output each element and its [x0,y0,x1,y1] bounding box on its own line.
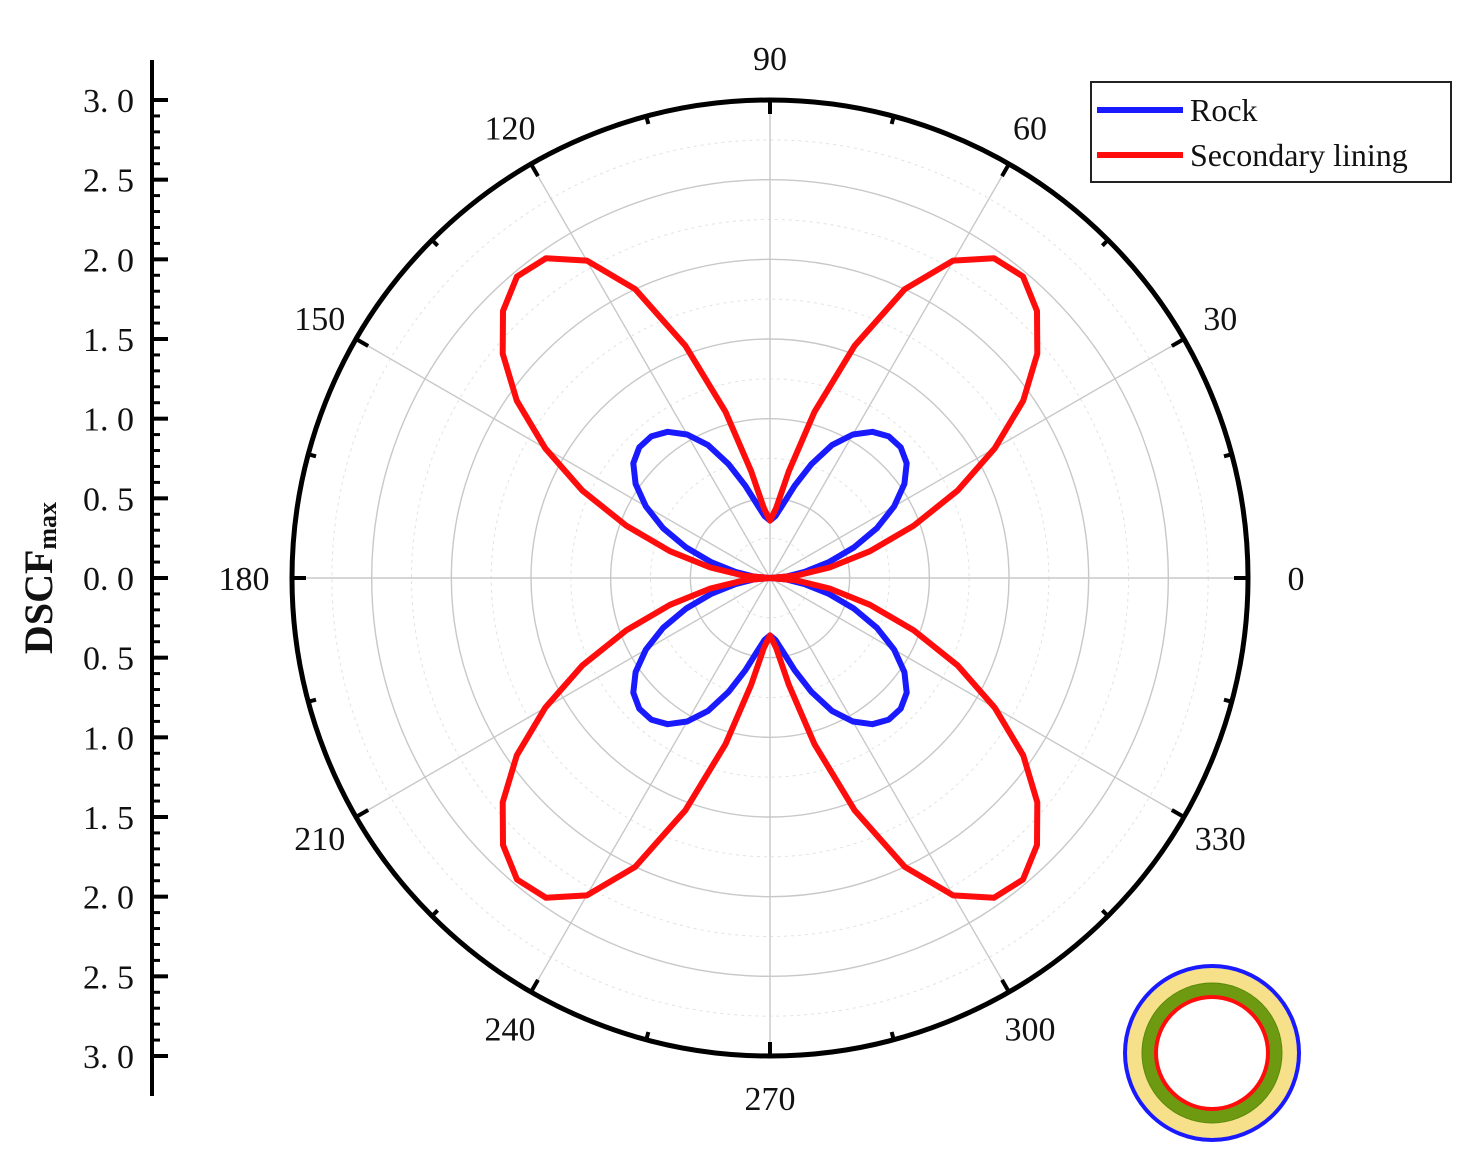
angle-tick-minor [1223,697,1233,704]
y-axis-title-subscript: max [33,502,62,550]
angle-tick-minor [1100,908,1110,918]
angle-tick-minor [644,1031,651,1041]
angle-label-240: 240 [485,1011,536,1048]
angle-tick-minor [1100,238,1110,248]
grid-spoke [769,163,1010,579]
angle-label-150: 150 [294,301,345,338]
angle-tick-minor [430,908,440,918]
legend-label-rock: Rock [1190,92,1258,128]
chart-frame [289,97,1251,1059]
radial-tick-label: 2. 0 [83,242,134,279]
radial-tick-label: 1. 5 [83,800,134,837]
angle-label-30: 30 [1203,301,1237,338]
radial-axis: 3. 0 2. 5 2. 0 1. 5 1. 0 0. 5 0. 0 0. 5 1. 0 1. 5… [83,60,168,1096]
radial-tick-label: 1. 0 [83,402,134,439]
angle-tick-minor [644,115,651,125]
inset-inner-ring [1154,995,1270,1111]
grid-spoke [769,338,1185,579]
legend-box [1090,81,1452,183]
radial-tick-label: 1. 5 [83,322,134,359]
angle-label-120: 120 [485,111,536,148]
radial-tick-label: 2. 0 [83,880,134,917]
angle-label-300: 300 [1005,1011,1056,1048]
angle-labels: 0 30 60 90 120 150 180 210 240 270 300 330 [219,41,1305,1118]
radial-tick-label: 2. 5 [83,959,134,996]
grid-spoke [355,338,771,579]
angle-tick-major [529,978,540,993]
angle-label-90: 90 [753,41,787,78]
grid-spoke [769,577,1010,993]
angle-tick-minor [1223,452,1233,459]
grid-spoke [355,577,771,818]
data-series [499,255,1041,901]
angle-tick-minor [889,1031,896,1041]
legend: Rock Secondary lining [1090,81,1452,183]
grid-spoke [769,577,1185,818]
polar-grid [292,100,1248,1056]
angle-tick-major [1000,163,1011,178]
radial-tick-label: 1. 0 [83,720,134,757]
radial-tick-label: 0. 5 [83,481,134,518]
tunnel-cross-section-icon [1123,964,1301,1142]
angle-tick-major [355,337,370,348]
angle-tick-major [1170,337,1185,348]
radial-tick-label: 0. 0 [83,561,134,598]
angle-tick-major [1170,808,1185,819]
angle-tick-minor [430,238,440,248]
angle-tick-minor [307,697,317,704]
radial-tick-label: 2. 5 [83,163,134,200]
y-axis-title-main: DSCF [16,550,61,654]
angle-tick-major [1000,978,1011,993]
angle-label-180: 180 [219,561,270,598]
angle-label-0: 0 [1288,561,1305,598]
angle-tick-major [355,808,370,819]
grid-spoke [530,163,771,579]
series-line-secondary-lining [499,255,1041,901]
radial-tick-label: 3. 0 [83,83,134,120]
angle-tick-major [529,163,540,178]
angle-label-270: 270 [745,1081,796,1118]
legend-label-secondary-lining: Secondary lining [1190,137,1408,173]
angle-tick-minor [307,452,317,459]
angle-tick-minor [889,115,896,125]
angle-label-210: 210 [294,821,345,858]
radial-tick-label: 0. 5 [83,641,134,678]
y-axis-title: DSCFmax [16,502,62,654]
radial-tick-label: 3. 0 [83,1039,134,1076]
angle-label-60: 60 [1013,111,1047,148]
angle-label-330: 330 [1195,821,1246,858]
grid-spoke [530,577,771,993]
